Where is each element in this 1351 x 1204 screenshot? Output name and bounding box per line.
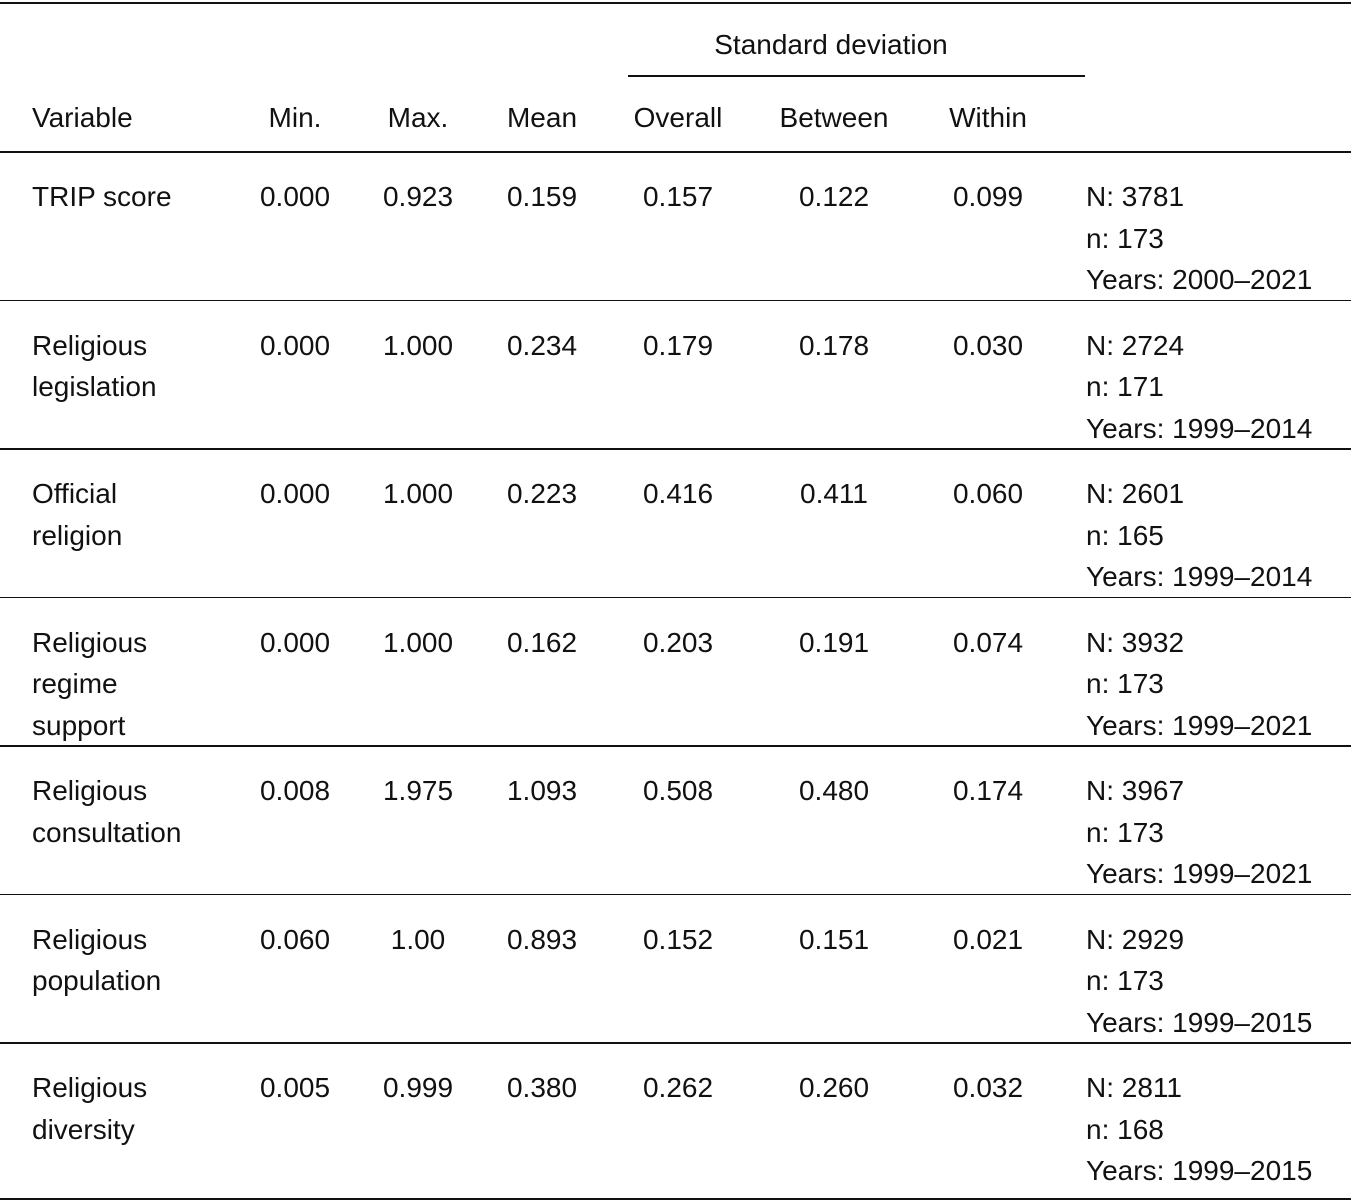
cell: 1.000 <box>382 329 454 361</box>
cell: 0.416 <box>642 478 714 509</box>
cell: 0.893 <box>506 923 578 955</box>
cell: 0.159 <box>506 181 578 212</box>
variable-name: Official <box>32 478 118 509</box>
variable-name: regime <box>32 668 118 699</box>
note: n: 173 <box>1086 222 1164 254</box>
cell: 0.508 <box>642 775 714 806</box>
cell: 1.000 <box>382 626 454 658</box>
cell: 0.074 <box>952 626 1024 658</box>
cell: 0.999 <box>382 1072 454 1103</box>
cell: 1.000 <box>382 478 454 509</box>
cell: 0.122 <box>798 181 870 212</box>
cell: 0.000 <box>259 329 331 361</box>
cell: 0.151 <box>798 923 870 955</box>
variable-name: Religious <box>32 329 148 361</box>
cell: 0.008 <box>259 775 331 806</box>
cell: 0.060 <box>259 923 331 955</box>
column-header: Min. <box>268 102 322 133</box>
cell: 0.152 <box>642 923 714 955</box>
row-rule <box>0 596 1351 598</box>
cell: 0.234 <box>506 329 578 361</box>
note: Years: 1999–2015 <box>1086 1006 1313 1038</box>
cell: 0.923 <box>382 181 454 212</box>
note: N: 2929 <box>1086 923 1185 955</box>
column-header: Max. <box>387 102 449 133</box>
cell: 0.030 <box>952 329 1024 361</box>
cell: 0.191 <box>798 626 870 658</box>
cell: 0.000 <box>259 626 331 658</box>
note: n: 165 <box>1086 519 1164 551</box>
note: N: 2601 <box>1086 478 1185 509</box>
cell: 0.380 <box>506 1072 578 1103</box>
row-rule <box>0 745 1351 747</box>
cell: 0.260 <box>798 1072 870 1103</box>
variable-name: Religious <box>32 1072 148 1103</box>
row-rule <box>0 448 1351 450</box>
cell: 0.060 <box>952 478 1024 509</box>
note: N: 3781 <box>1086 181 1185 212</box>
variable-name: Religious <box>32 775 148 806</box>
column-header: Variable <box>32 102 133 133</box>
cell: 0.178 <box>798 329 870 361</box>
column-header: Within <box>949 102 1027 133</box>
note: n: 173 <box>1086 668 1164 699</box>
note: n: 168 <box>1086 1113 1164 1145</box>
group-header: Standard deviation <box>714 29 948 60</box>
note: Years: 1999–2014 <box>1086 412 1313 444</box>
variable-name: support <box>32 709 126 741</box>
cell: 0.262 <box>642 1072 714 1103</box>
variable-name: Religious <box>32 923 148 955</box>
note: N: 2724 <box>1086 329 1185 361</box>
group-rule <box>628 75 1085 77</box>
cell: 0.480 <box>798 775 870 806</box>
bottom-rule <box>0 1198 1351 1200</box>
column-header: Between <box>779 102 889 133</box>
variable-name: TRIP score <box>32 181 172 212</box>
cell: 0.162 <box>506 626 578 658</box>
cell: 0.000 <box>259 478 331 509</box>
variable-name: Religious <box>32 626 148 658</box>
note: Years: 1999–2021 <box>1086 858 1313 889</box>
column-header: Mean <box>506 102 578 133</box>
cell: 0.000 <box>259 181 331 212</box>
note: N: 2811 <box>1086 1072 1182 1103</box>
cell: 0.203 <box>642 626 714 658</box>
top-rule <box>0 2 1351 4</box>
row-rule <box>0 893 1351 895</box>
variable-name: population <box>32 965 162 996</box>
cell: 0.223 <box>506 478 578 509</box>
variable-name: diversity <box>32 1113 135 1145</box>
variable-name: consultation <box>32 816 182 848</box>
variable-name: religion <box>32 519 123 551</box>
note: Years: 2000–2021 <box>1086 264 1313 295</box>
note: n: 173 <box>1086 965 1164 996</box>
cell: 1.093 <box>506 775 578 806</box>
cell: 1.00 <box>390 923 446 955</box>
column-header: Overall <box>633 102 723 133</box>
note: N: 3932 <box>1086 626 1185 658</box>
cell: 0.005 <box>259 1072 331 1103</box>
row-rule <box>0 299 1351 301</box>
cell: 0.411 <box>800 478 868 509</box>
cell: 0.174 <box>952 775 1024 806</box>
note: Years: 1999–2015 <box>1086 1155 1313 1186</box>
cell: 0.157 <box>642 181 714 212</box>
note: Years: 1999–2021 <box>1086 709 1313 741</box>
note: n: 171 <box>1086 371 1164 402</box>
cell: 0.179 <box>642 329 714 361</box>
variable-name: legislation <box>32 371 157 402</box>
note: N: 3967 <box>1086 775 1185 806</box>
row-rule <box>0 1042 1351 1044</box>
cell: 0.021 <box>952 923 1024 955</box>
cell: 1.975 <box>382 775 454 806</box>
cell: 0.032 <box>952 1072 1024 1103</box>
note: n: 173 <box>1086 816 1164 848</box>
note: Years: 1999–2014 <box>1086 561 1313 592</box>
cell: 0.099 <box>952 181 1024 212</box>
header-rule <box>0 151 1351 153</box>
